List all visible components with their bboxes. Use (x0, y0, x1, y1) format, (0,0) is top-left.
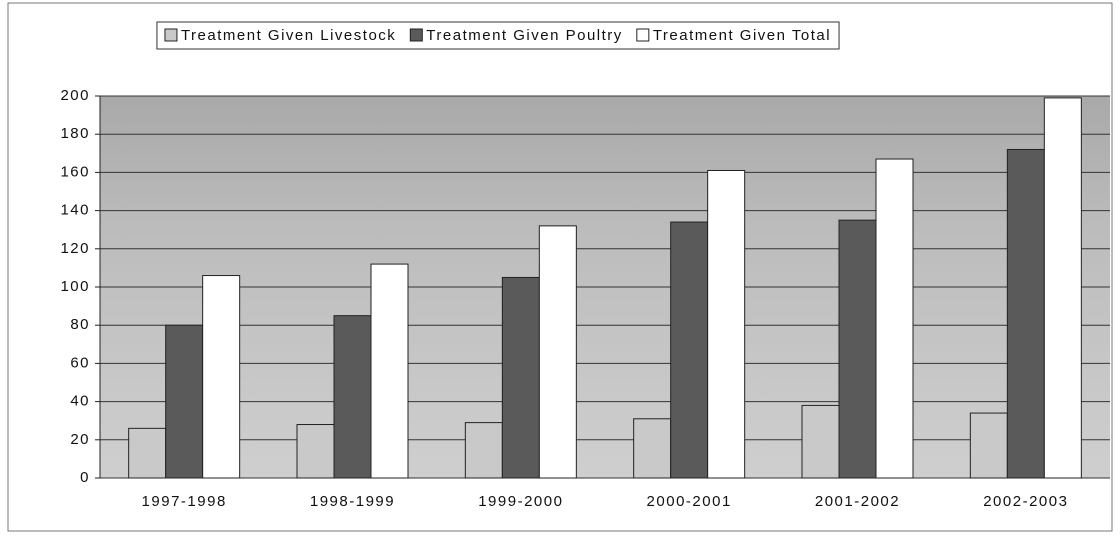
x-tick-label: 2000-2001 (647, 493, 732, 510)
y-tick-label: 140 (60, 202, 90, 219)
x-tick-label: 2001-2002 (815, 493, 900, 510)
legend-box (156, 21, 840, 50)
legend-label: Treatment Given Poultry (426, 27, 623, 44)
y-tick-label: 80 (70, 316, 90, 333)
bar (707, 169, 746, 479)
y-tick-label: 120 (60, 240, 90, 257)
bar (838, 219, 877, 479)
bar (370, 263, 409, 479)
y-tick-label: 200 (60, 87, 90, 104)
legend-label: Treatment Given Total (653, 27, 831, 44)
bar (1006, 148, 1045, 479)
y-tick-label: 160 (60, 163, 90, 180)
legend-swatch (636, 28, 650, 42)
bar (333, 315, 372, 479)
x-tick-label: 1997-1998 (142, 493, 227, 510)
bar (165, 324, 204, 479)
bar (801, 404, 840, 479)
bar (296, 424, 335, 479)
bar (501, 276, 540, 479)
bar (633, 418, 672, 479)
x-tick-label: 2002-2003 (983, 493, 1068, 510)
y-tick-label: 20 (70, 431, 90, 448)
x-tick-label: 1999-2000 (478, 493, 563, 510)
y-tick-label: 60 (70, 354, 90, 371)
bar (969, 412, 1008, 479)
bar (1043, 97, 1082, 479)
y-tick-label: 100 (60, 278, 90, 295)
bar (128, 427, 167, 479)
y-tick-label: 0 (80, 469, 90, 486)
bar (202, 275, 241, 479)
legend-label: Treatment Given Livestock (181, 27, 396, 44)
bar (464, 422, 503, 479)
legend-swatch (409, 28, 423, 42)
y-tick-label: 180 (60, 125, 90, 142)
bar (670, 221, 709, 479)
bar (875, 158, 914, 479)
legend-swatch (164, 28, 178, 42)
x-tick-label: 1998-1999 (310, 493, 395, 510)
y-tick-label: 40 (70, 393, 90, 410)
bar (538, 225, 577, 479)
